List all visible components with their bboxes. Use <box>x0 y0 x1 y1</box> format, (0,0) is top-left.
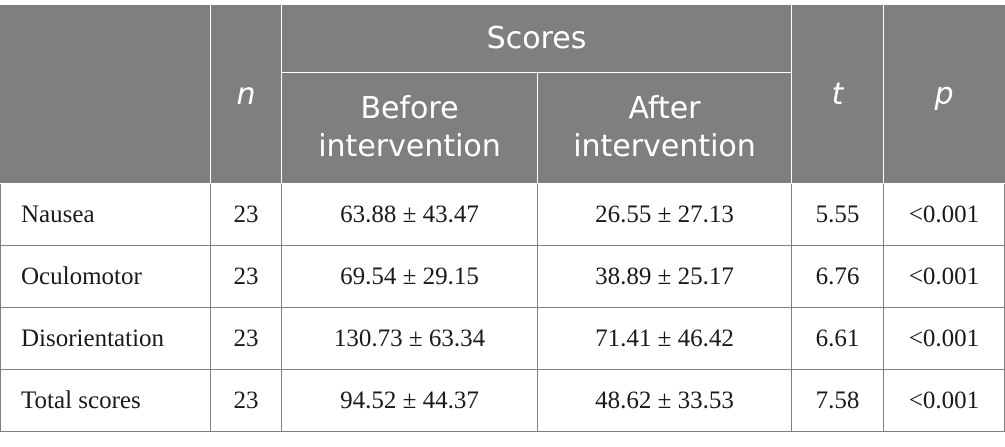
cell-after: 71.41 ± 46.42 <box>537 307 792 370</box>
cell-n: 23 <box>210 183 282 246</box>
cell-before: 63.88 ± 43.47 <box>281 183 538 246</box>
header-row-sub: Before intervention After intervention <box>1 72 1005 184</box>
header-before-line1: Before <box>360 91 459 126</box>
cell-n: 23 <box>210 307 282 370</box>
header-after-line2: intervention <box>573 129 756 164</box>
row-label: Disorientation <box>0 307 211 370</box>
cell-t: 6.61 <box>791 307 884 370</box>
table-row: Total scores 23 94.52 ± 44.37 48.62 ± 33… <box>0 369 1005 432</box>
cell-n: 23 <box>210 369 282 432</box>
table-row: Oculomotor 23 69.54 ± 29.15 38.89 ± 25.1… <box>0 245 1005 308</box>
cell-p: <0.001 <box>883 183 1005 246</box>
header-corner-cell <box>0 5 211 184</box>
cell-p: <0.001 <box>883 245 1005 308</box>
row-label: Nausea <box>0 183 211 246</box>
header-p: p <box>883 5 1005 184</box>
table-header: n Scores t p Before intervention After i… <box>0 5 1005 184</box>
cell-after: 48.62 ± 33.53 <box>537 369 792 432</box>
row-label: Oculomotor <box>0 245 211 308</box>
cell-after: 26.55 ± 27.13 <box>537 183 792 246</box>
row-label: Total scores <box>0 369 211 432</box>
header-before-intervention: Before intervention <box>281 72 538 184</box>
header-after-line1: After <box>628 91 701 126</box>
header-t: t <box>791 5 884 184</box>
header-row-top: n Scores t p <box>0 5 1005 184</box>
cell-after: 38.89 ± 25.17 <box>537 245 792 308</box>
cell-t: 5.55 <box>791 183 884 246</box>
results-table: n Scores t p Before intervention After i… <box>0 5 1005 432</box>
header-scores: Scores <box>281 5 792 73</box>
header-before-line2: intervention <box>318 129 501 164</box>
cell-p: <0.001 <box>883 307 1005 370</box>
cell-p: <0.001 <box>883 369 1005 432</box>
header-n: n <box>210 5 282 184</box>
cell-t: 6.76 <box>791 245 884 308</box>
table-body: Nausea 23 63.88 ± 43.47 26.55 ± 27.13 5.… <box>0 183 1005 432</box>
table-row: Disorientation 23 130.73 ± 63.34 71.41 ±… <box>0 307 1005 370</box>
cell-before: 130.73 ± 63.34 <box>281 307 538 370</box>
table-row: Nausea 23 63.88 ± 43.47 26.55 ± 27.13 5.… <box>0 183 1005 246</box>
cell-n: 23 <box>210 245 282 308</box>
cell-before: 94.52 ± 44.37 <box>281 369 538 432</box>
cell-before: 69.54 ± 29.15 <box>281 245 538 308</box>
header-after-intervention: After intervention <box>537 72 792 184</box>
cell-t: 7.58 <box>791 369 884 432</box>
